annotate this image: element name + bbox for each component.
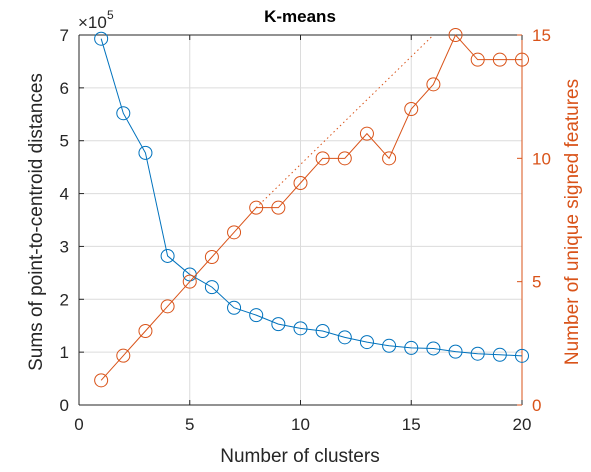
data-point-left [448,344,463,359]
data-point-left [404,340,419,355]
data-point-right [160,299,175,314]
y-left-tick-label: 6 [60,79,69,98]
data-point-left [515,348,529,363]
series-line-left [100,38,523,357]
data-point-right [448,28,463,42]
data-point-right [116,348,131,363]
data-point-right [404,102,419,116]
data-point-right [470,52,485,67]
y-left-tick-label: 1 [60,343,69,362]
left-axis-exponent: ×10 5 [78,8,114,32]
x-axis-label: Number of clusters [220,446,379,467]
data-point-left [492,347,507,362]
data-point-right [359,126,374,141]
exponent-base: ×10 [78,13,107,32]
data-point-left [160,248,175,263]
y-right-tick-label: 0 [532,396,541,415]
x-tick-label: 15 [402,415,421,434]
data-point-right [382,151,397,166]
data-point-left [359,335,374,350]
y-left-tick-label: 3 [60,237,69,256]
series-line-right [100,34,522,381]
data-point-right [293,176,308,190]
data-point-left [94,31,109,46]
data-point-left [227,300,242,315]
y-left-tick-label: 7 [60,26,69,45]
x-tick-label: 0 [74,415,83,434]
data-point-left [138,145,153,160]
series [94,28,529,388]
y-left-tick-label: 5 [60,132,69,151]
data-point-left [204,280,219,295]
data-point-left [293,321,308,336]
y-right-tick-label: 5 [532,273,541,292]
data-point-right [337,151,352,166]
chart-title: K-means [264,7,336,26]
y-right-tick-label: 10 [532,149,551,168]
data-point-right [204,250,219,264]
axes [78,34,523,406]
data-point-left [116,106,131,121]
y-left-axis-label: Sums of point-to-centroid distances [26,73,47,371]
x-tick-label: 10 [291,415,310,434]
dotted-trend-line [255,34,434,209]
data-point-right [249,200,264,215]
exponent-power: 5 [107,8,114,22]
x-tick-label: 20 [513,415,532,434]
data-point-left [470,346,485,361]
y-left-tick-label: 2 [60,290,69,309]
data-point-left [426,341,441,356]
data-point-right [315,151,330,166]
data-point-left [271,317,286,332]
data-point-right [94,373,109,388]
data-point-right [492,52,507,67]
data-point-left [382,338,397,353]
data-point-right [182,274,197,289]
y-left-tick-label: 0 [60,396,69,415]
data-point-right [515,52,529,67]
y-right-tick-label: 15 [532,26,551,45]
y-left-tick-label: 4 [60,185,69,204]
data-point-right [271,200,286,215]
data-point-left [337,330,352,345]
data-point-right [227,225,242,240]
x-tick-label: 5 [185,415,194,434]
grid [78,34,523,406]
data-point-left [249,308,264,323]
data-point-right [426,77,441,92]
data-point-right [138,324,153,338]
y-right-axis-label: Number of unique signed features [562,79,583,365]
data-point-left [315,324,330,338]
